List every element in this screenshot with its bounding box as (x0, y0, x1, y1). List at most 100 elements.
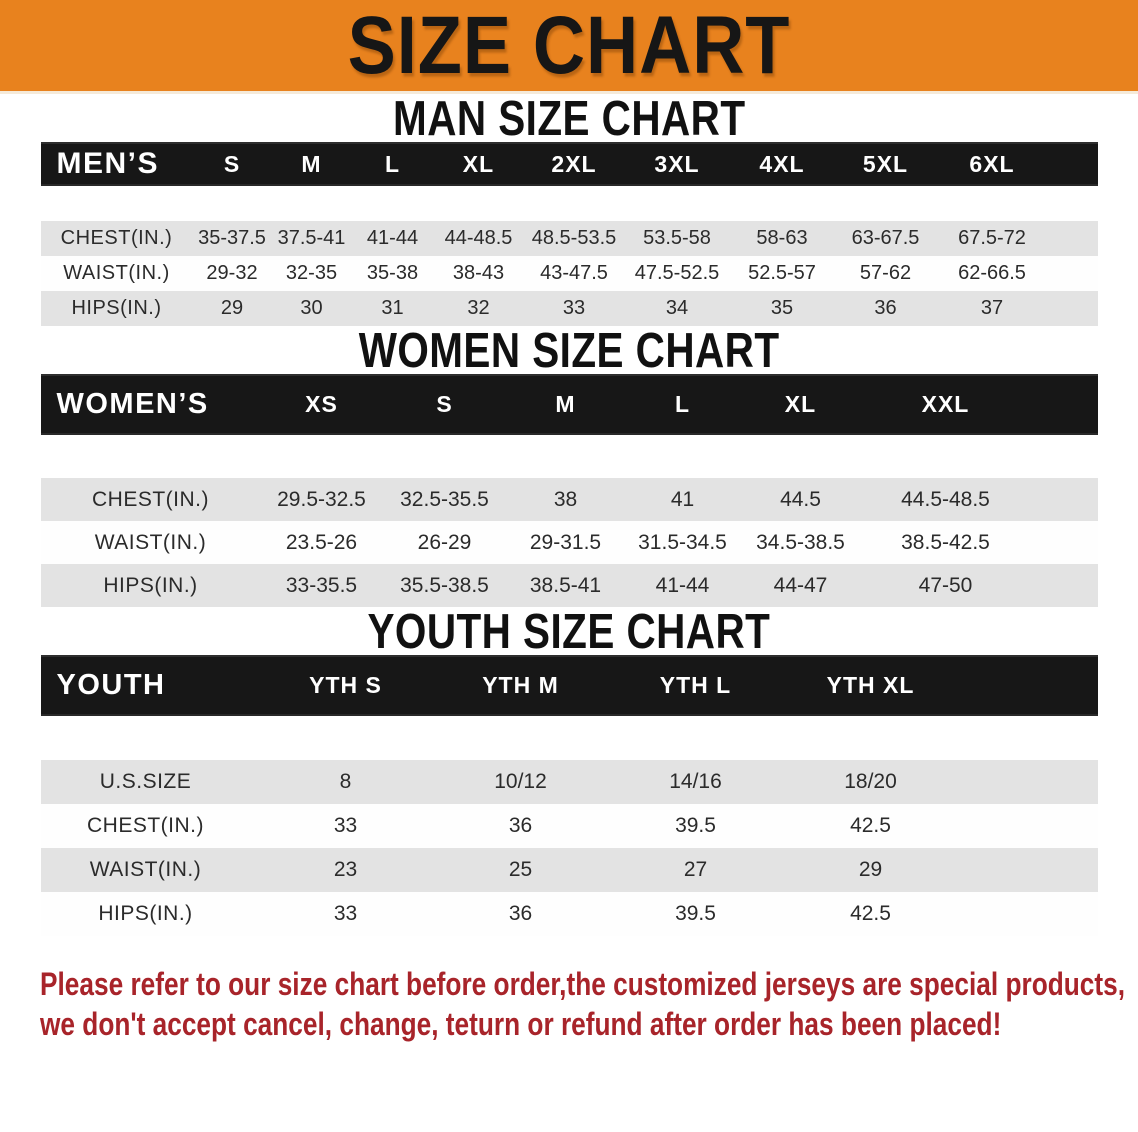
size-column-header: 4XL (729, 142, 835, 186)
size-cell: 35-38 (351, 256, 434, 291)
table-title: MEN’S (40, 142, 193, 186)
table-row: HIPS(IN.) 33 36 39.5 42.5 (40, 892, 1098, 936)
row-spacer (1047, 221, 1098, 256)
header-gap-cell (40, 716, 1098, 760)
size-cell: 43-47.5 (523, 256, 625, 291)
size-cell: 41 (624, 478, 741, 521)
size-column-header: M (271, 142, 352, 186)
size-column-header: 5XL (834, 142, 937, 186)
disclaimer-line-2: we don't accept cancel, change, teturn o… (40, 1006, 1002, 1042)
man-section-heading: MAN SIZE CHART (0, 93, 1138, 144)
size-cell: 14/16 (600, 760, 791, 804)
row-spacer (1030, 564, 1098, 607)
size-cell: 29-31.5 (506, 521, 625, 564)
row-label: WAIST(IN.) (40, 521, 261, 564)
size-cell: 33 (250, 892, 441, 936)
row-label: U.S.SIZE (40, 760, 251, 804)
size-column-header: S (382, 374, 507, 435)
row-label: WAIST(IN.) (40, 256, 193, 291)
size-column-header: XS (260, 374, 383, 435)
row-label: HIPS(IN.) (40, 291, 193, 326)
size-cell: 32 (433, 291, 524, 326)
size-cell: 32-35 (271, 256, 352, 291)
size-cell: 53.5-58 (624, 221, 730, 256)
size-cell: 44.5-48.5 (860, 478, 1031, 521)
size-cell: 18/20 (790, 760, 951, 804)
size-cell: 39.5 (600, 804, 791, 848)
size-column-header: XXL (860, 374, 1031, 435)
size-column-header: L (351, 142, 434, 186)
size-cell: 57-62 (834, 256, 937, 291)
row-label: HIPS(IN.) (40, 564, 261, 607)
size-cell: 35-37.5 (192, 221, 272, 256)
size-column-header: YTH S (250, 655, 441, 716)
size-cell: 29-32 (192, 256, 272, 291)
banner-title: SIZE CHART (347, 0, 791, 92)
size-cell: 34.5-38.5 (740, 521, 861, 564)
row-label: WAIST(IN.) (40, 848, 251, 892)
row-label: CHEST(IN.) (40, 221, 193, 256)
header-spacer (1030, 374, 1098, 435)
size-cell: 48.5-53.5 (523, 221, 625, 256)
table-header-row: YOUTH YTH S YTH M YTH L YTH XL (40, 655, 1098, 716)
table-row: CHEST(IN.) 33 36 39.5 42.5 (40, 804, 1098, 848)
size-cell: 42.5 (790, 804, 951, 848)
size-chart-banner: SIZE CHART (0, 0, 1138, 94)
size-column-header: YTH M (440, 655, 601, 716)
size-cell: 23 (250, 848, 441, 892)
header-gap (40, 716, 1098, 760)
size-cell: 38.5-42.5 (860, 521, 1031, 564)
table-title: WOMEN’S (40, 374, 261, 435)
table-row: WAIST(IN.) 29-32 32-35 35-38 38-43 43-47.5 47.… (40, 256, 1098, 291)
size-cell: 38 (506, 478, 625, 521)
size-column-header: 2XL (523, 142, 625, 186)
youth-size-table: YOUTH YTH S YTH M YTH L YTH XL U.S.SIZE 8 10/12… (40, 655, 1098, 936)
size-cell: 35.5-38.5 (382, 564, 507, 607)
size-cell: 63-67.5 (834, 221, 937, 256)
size-cell: 67.5-72 (936, 221, 1048, 256)
size-cell: 39.5 (600, 892, 791, 936)
size-cell: 62-66.5 (936, 256, 1048, 291)
size-cell: 32.5-35.5 (382, 478, 507, 521)
size-cell: 44-47 (740, 564, 861, 607)
table-row: WAIST(IN.) 23 25 27 29 (40, 848, 1098, 892)
size-cell: 41-44 (351, 221, 434, 256)
row-spacer (950, 804, 1098, 848)
size-cell: 29 (192, 291, 272, 326)
header-gap-cell (40, 435, 1098, 478)
table-row: HIPS(IN.) 29 30 31 32 33 34 35 36 37 (40, 291, 1098, 326)
header-gap-cell (40, 186, 1098, 221)
size-cell: 36 (834, 291, 937, 326)
size-cell: 29.5-32.5 (260, 478, 383, 521)
size-cell: 44-48.5 (433, 221, 524, 256)
youth-section-heading-text: YOUTH SIZE CHART (367, 603, 771, 659)
size-column-header: S (192, 142, 272, 186)
size-column-header: XL (433, 142, 524, 186)
size-cell: 37 (936, 291, 1048, 326)
size-cell: 38-43 (433, 256, 524, 291)
size-cell: 30 (271, 291, 352, 326)
size-cell: 23.5-26 (260, 521, 383, 564)
disclaimer-line-1: Please refer to our size chart before or… (40, 966, 1126, 1002)
row-label: CHEST(IN.) (40, 804, 251, 848)
size-cell: 29 (790, 848, 951, 892)
size-cell: 52.5-57 (729, 256, 835, 291)
size-cell: 26-29 (382, 521, 507, 564)
table-row: WAIST(IN.) 23.5-26 26-29 29-31.5 31.5-34.5 34… (40, 521, 1098, 564)
size-column-header: YTH L (600, 655, 791, 716)
size-column-header: L (624, 374, 741, 435)
size-cell: 33-35.5 (260, 564, 383, 607)
row-spacer (1030, 521, 1098, 564)
header-spacer (1047, 142, 1098, 186)
row-spacer (1030, 478, 1098, 521)
table-header-row: WOMEN’S XS S M L XL XXL (40, 374, 1098, 435)
size-column-header: 3XL (624, 142, 730, 186)
size-cell: 38.5-41 (506, 564, 625, 607)
size-column-header: M (506, 374, 625, 435)
disclaimer-text: Please refer to our size chart before or… (40, 964, 1138, 1044)
size-column-header: YTH XL (790, 655, 951, 716)
women-section-heading-text: WOMEN SIZE CHART (358, 322, 780, 378)
size-cell: 36 (440, 892, 601, 936)
size-cell: 33 (250, 804, 441, 848)
row-spacer (950, 848, 1098, 892)
